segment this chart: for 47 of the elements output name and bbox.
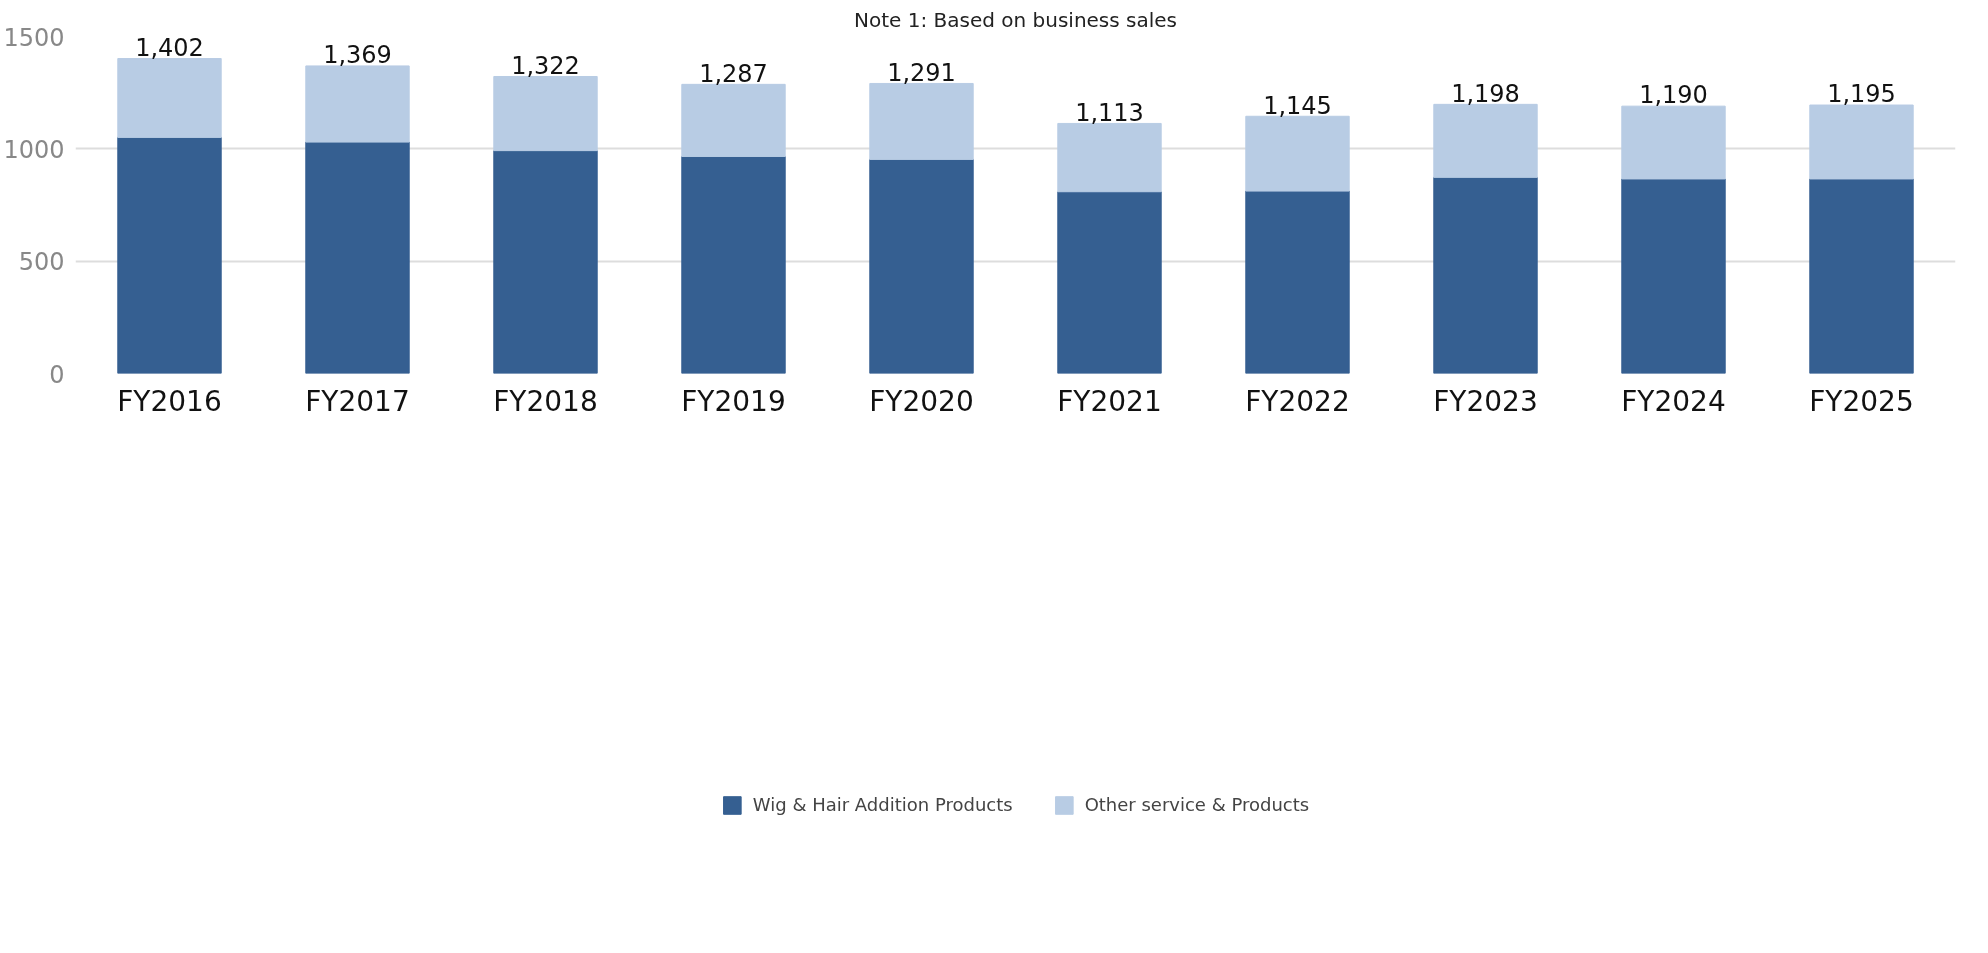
x-tick-label: FY2024	[1621, 384, 1726, 418]
bar	[1245, 190, 1350, 374]
bar	[1433, 103, 1538, 178]
total-label: 1,145	[1263, 91, 1332, 120]
bar	[1433, 176, 1538, 374]
bar	[1245, 115, 1350, 192]
y-tick-label: 0	[49, 360, 65, 389]
total-label: 1,322	[511, 51, 580, 80]
y-tick-label: 500	[18, 248, 65, 277]
x-tick-label: FY2018	[493, 384, 598, 418]
x-tick-label: FY2016	[117, 384, 222, 418]
bar	[493, 75, 598, 152]
total-label: 1,198	[1451, 79, 1520, 108]
total-label: 1,190	[1639, 81, 1708, 110]
total-label: 1,195	[1827, 80, 1896, 109]
x-tick-label: FY2021	[1057, 384, 1162, 418]
total-label: 1,291	[887, 58, 956, 87]
y-tick-label: 1500	[3, 23, 65, 52]
total-label: 1,402	[135, 33, 204, 62]
bar	[1809, 178, 1914, 374]
x-tick-label: FY2020	[869, 384, 974, 418]
total-label: 1,369	[323, 41, 392, 70]
text: Note 1: Based on business sales	[853, 7, 1178, 32]
legend-label: Wig & Hair Addition Products	[752, 793, 1013, 816]
bar	[493, 150, 598, 374]
x-tick-label: FY2019	[681, 384, 786, 418]
total-label: 1,287	[699, 59, 768, 88]
bar	[305, 65, 410, 143]
bar	[305, 141, 410, 374]
bar	[117, 136, 222, 374]
bar	[681, 83, 786, 157]
y-tick-label: 1000	[3, 135, 65, 164]
bar	[117, 58, 222, 138]
bar	[869, 82, 974, 160]
bar	[681, 155, 786, 374]
bar	[1621, 178, 1726, 374]
x-tick-label: FY2022	[1245, 384, 1350, 418]
bar	[1057, 191, 1162, 374]
bar	[1621, 105, 1726, 180]
total-label: 1,113	[1075, 98, 1144, 127]
bar	[1057, 122, 1162, 193]
x-tick-label: FY2017	[305, 384, 410, 418]
bar	[1809, 104, 1914, 180]
legend-label: Other service & Products	[1084, 793, 1310, 816]
x-tick-label: FY2025	[1809, 384, 1914, 418]
x-tick-label: FY2023	[1433, 384, 1538, 418]
bar	[869, 158, 974, 374]
